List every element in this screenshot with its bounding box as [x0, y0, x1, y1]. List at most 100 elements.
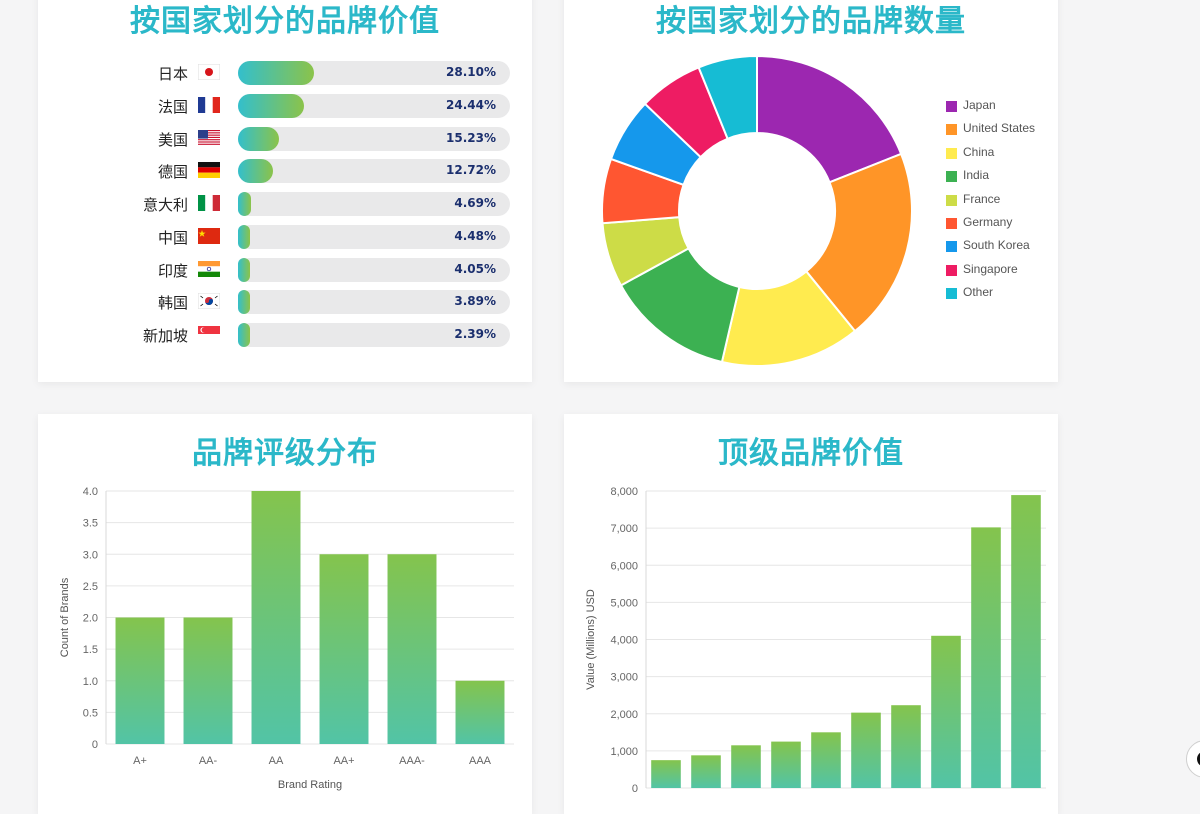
donut-slice[interactable] — [804, 152, 913, 333]
value-bar — [238, 61, 315, 85]
legend-label: Germany — [963, 215, 1013, 229]
value-bar-track — [238, 257, 510, 282]
value-bar — [238, 93, 305, 118]
legend-swatch — [946, 218, 957, 229]
column-bar[interactable] — [251, 491, 301, 744]
value-bar-track — [238, 126, 510, 151]
brand-rating-distribution-card: 品牌评级分布 0 0.5 1.0 1.5 2.0 2.5 3.0 3.5 4.0 A+ AA- AA A… — [38, 414, 532, 814]
country-name: 韩国 — [157, 294, 188, 313]
legend-label: India — [963, 168, 990, 183]
column-bar[interactable] — [651, 760, 681, 788]
column-bar[interactable] — [691, 755, 721, 788]
brand-count-title: 按国家划分的品牌数量 — [656, 4, 966, 39]
column-bar[interactable] — [771, 741, 801, 788]
column-bar[interactable] — [851, 712, 881, 788]
country-name: 法国 — [157, 97, 188, 116]
country-value-row: 法国 24.44% — [38, 93, 532, 119]
value-bar — [238, 159, 273, 184]
y-tick-label: 3.0 — [83, 549, 98, 561]
value-percentage-label: 28.10% — [446, 65, 496, 79]
y-axis-title: Count of Brands — [59, 577, 71, 657]
column-bar[interactable] — [387, 554, 437, 744]
y-tick-label: 6,000 — [610, 560, 638, 572]
country-name: 印度 — [157, 261, 188, 280]
value-bar — [238, 192, 251, 216]
top-brand-title: 顶级品牌价值 — [718, 436, 904, 471]
value-bar — [238, 257, 250, 282]
value-percentage-label: 24.44% — [446, 97, 496, 112]
legend-label: United States — [963, 121, 1036, 136]
country-value-row: 新加坡 2.39% — [38, 322, 532, 348]
x-tick-label: AA+ — [333, 755, 354, 767]
x-tick-label: AAA- — [399, 755, 425, 767]
country-name: 中国 — [157, 228, 188, 247]
column-bar[interactable] — [1011, 495, 1041, 788]
donut-slice[interactable] — [756, 54, 903, 184]
value-bar-track — [238, 192, 510, 216]
y-tick-label: 3.5 — [83, 518, 98, 530]
brand-count-donut-chart — [601, 54, 913, 367]
column-bar[interactable] — [971, 527, 1001, 788]
value-percentage-label: 15.23% — [446, 130, 496, 145]
legend-label: Other — [963, 285, 994, 300]
donut-slice[interactable] — [697, 54, 758, 141]
value-bar — [238, 126, 280, 151]
france-flag-icon — [198, 96, 220, 113]
singapore-flag-icon — [198, 326, 220, 342]
brand-count-by-country-card: 按国家划分的品牌数量 Japan United States China India F… — [564, 0, 1058, 382]
y-tick-label: 0 — [632, 783, 638, 795]
column-bar[interactable] — [115, 617, 165, 745]
legend-label: Singapore — [963, 261, 1018, 276]
value-bar — [238, 224, 251, 249]
legend-label: South Korea — [963, 238, 1030, 253]
country-name: 日本 — [157, 65, 188, 83]
legend-label: China — [963, 144, 995, 159]
y-tick-label: 1.5 — [83, 644, 98, 656]
y-tick-label: 2.5 — [83, 581, 98, 593]
column-bar[interactable] — [811, 732, 841, 788]
column-bar[interactable] — [731, 745, 761, 788]
rating-chart-title: 品牌评级分布 — [192, 436, 378, 471]
y-tick-label: 8,000 — [610, 486, 638, 498]
country-value-row: 韩国 3.89% — [38, 289, 532, 315]
legend-swatch — [946, 194, 957, 206]
y-tick-label: 4.0 — [83, 486, 98, 498]
legend-swatch — [946, 147, 957, 159]
country-name: 德国 — [157, 163, 188, 182]
value-bar-track — [238, 290, 510, 315]
country-name: 意大利 — [142, 196, 188, 214]
x-tick-label: AA- — [199, 755, 218, 767]
usa-flag-icon — [198, 129, 220, 146]
x-axis-title: Brand Rating — [278, 779, 342, 791]
brand-value-by-country-card: 按国家划分的品牌价值 日本 28.10% 法国 24.44% 美国 15.23% 德国 12.… — [38, 0, 532, 382]
country-name: 新加坡 — [142, 327, 188, 345]
y-tick-label: 2.0 — [83, 613, 98, 625]
country-value-row: 印度 4.05% — [38, 257, 532, 283]
floating-action-icon — [1197, 751, 1200, 767]
value-bar-track — [238, 224, 510, 249]
y-tick-label: 3,000 — [610, 672, 638, 684]
legend-label: France — [963, 191, 1001, 206]
x-tick-label: A+ — [133, 755, 147, 767]
column-bar[interactable] — [319, 554, 369, 744]
legend-swatch — [946, 264, 957, 276]
column-bar[interactable] — [455, 680, 505, 744]
y-tick-label: 0.5 — [83, 707, 98, 719]
country-value-row: 中国 4.48% — [38, 224, 532, 250]
italy-flag-icon — [198, 195, 220, 211]
legend-swatch — [946, 241, 957, 253]
value-percentage-label: 12.72% — [446, 163, 496, 178]
value-percentage-label: 4.05% — [454, 261, 496, 276]
value-bar-track — [238, 323, 510, 347]
country-value-row: 美国 15.23% — [38, 126, 532, 152]
legend-swatch — [946, 171, 957, 183]
floating-action-button[interactable] — [1186, 740, 1200, 778]
column-bar[interactable] — [931, 635, 961, 788]
y-tick-label: 7,000 — [610, 523, 638, 535]
y-tick-label: 1.0 — [83, 676, 98, 688]
column-bar[interactable] — [891, 705, 921, 788]
column-bar[interactable] — [183, 617, 233, 745]
value-percentage-label: 2.39% — [454, 327, 496, 341]
top-brand-bar-chart: 0 1,000 2,000 3,000 4,000 5,000 6,000 7,000 8,00… — [585, 486, 1046, 795]
x-tick-label: AA — [269, 755, 284, 767]
